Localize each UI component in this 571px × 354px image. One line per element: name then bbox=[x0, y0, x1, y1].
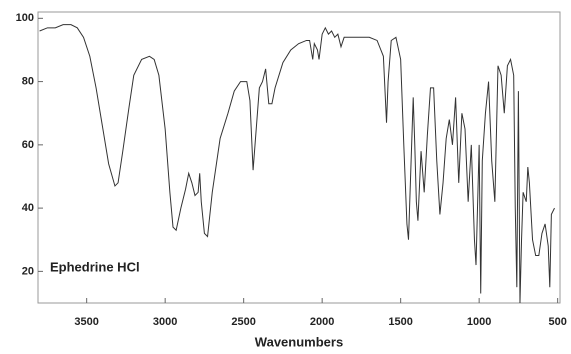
y-tick-label: 40 bbox=[22, 202, 34, 214]
x-tick-label: 2500 bbox=[231, 316, 255, 328]
x-tick-label: 500 bbox=[548, 316, 566, 328]
x-tick-label: 1000 bbox=[467, 316, 491, 328]
x-tick-label: 3500 bbox=[74, 316, 98, 328]
x-tick-label: 2000 bbox=[310, 316, 334, 328]
plot-frame bbox=[37, 11, 561, 304]
y-tick-label: 80 bbox=[22, 75, 34, 87]
y-tick-label: 60 bbox=[22, 139, 34, 151]
x-tick-label: 3000 bbox=[153, 316, 177, 328]
x-tick-label: 1500 bbox=[388, 316, 412, 328]
annotation: Ephedrine HCl bbox=[50, 259, 140, 274]
x-axis-label: Wavenumbers bbox=[255, 334, 343, 349]
spectrum-line bbox=[39, 24, 555, 304]
y-tick-label: 100 bbox=[16, 12, 34, 24]
y-tick-label: 20 bbox=[22, 265, 34, 277]
